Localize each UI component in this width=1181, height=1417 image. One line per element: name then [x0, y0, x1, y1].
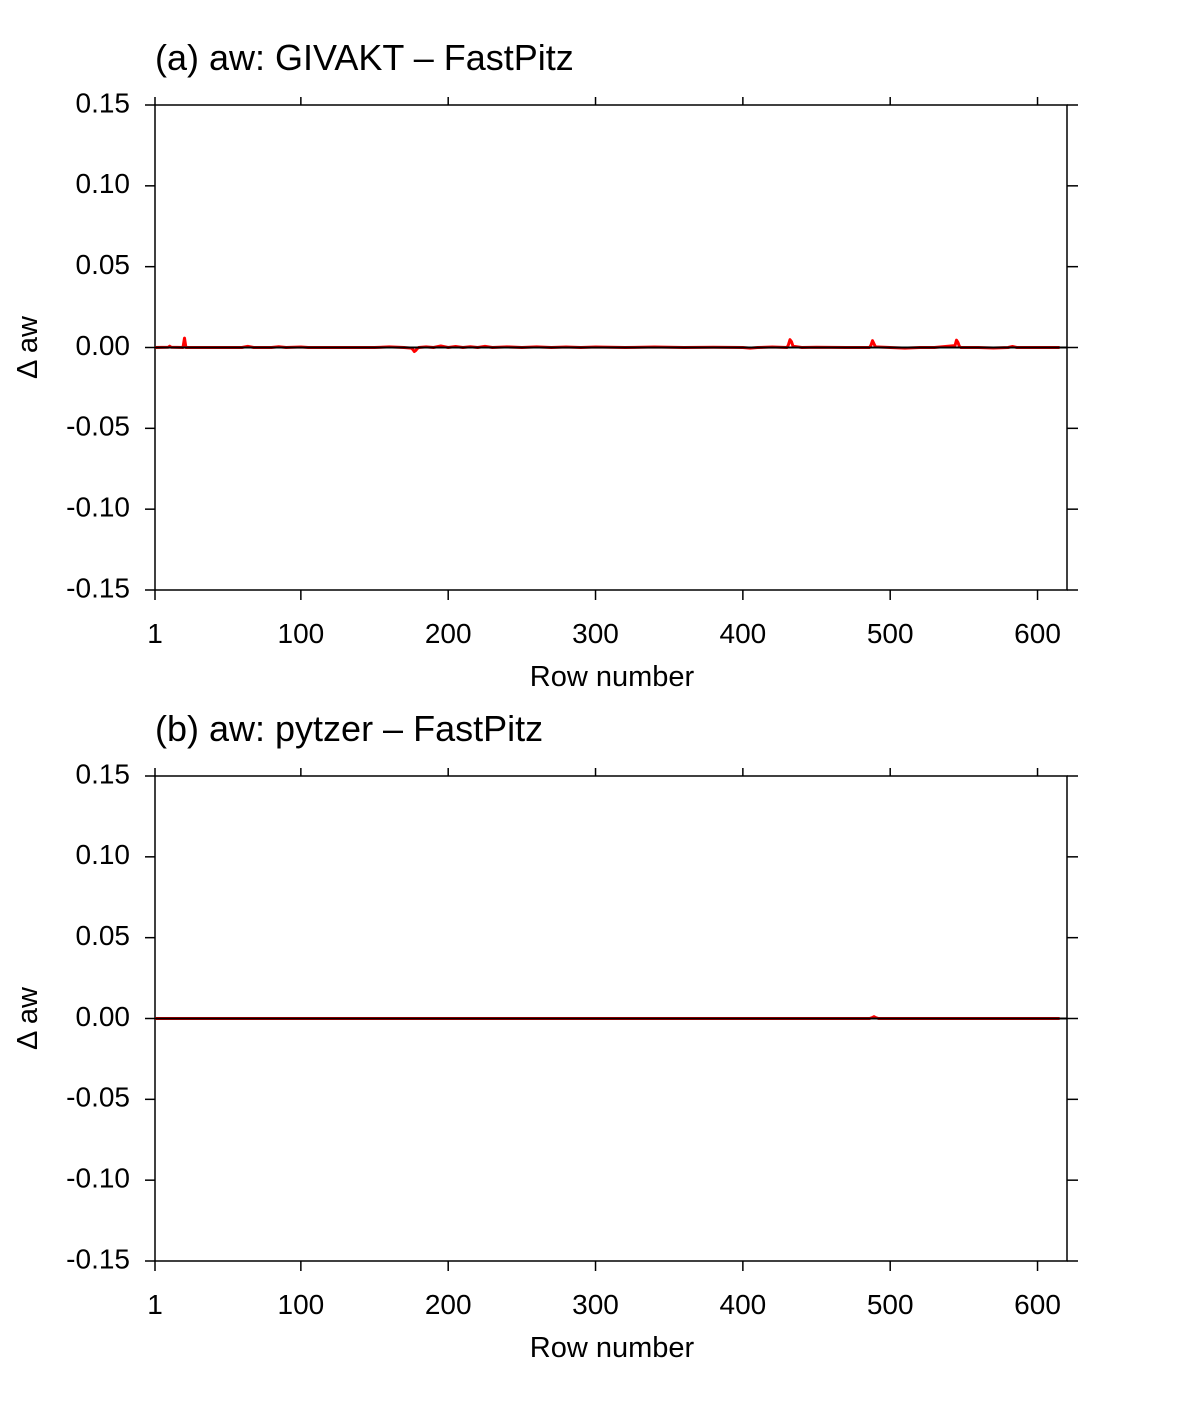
x-tick-label: 300 [572, 1289, 619, 1320]
x-tick-label: 1 [147, 1289, 163, 1320]
x-axis-label: Row number [530, 661, 695, 693]
y-tick-label: -0.05 [66, 1082, 130, 1113]
y-tick-label: -0.10 [66, 492, 130, 523]
y-axis-label: Δ aw [12, 986, 44, 1050]
y-tick-label: 0.10 [76, 168, 131, 199]
x-tick-label: 400 [720, 1289, 767, 1320]
x-tick-label: 500 [867, 1289, 914, 1320]
y-tick-label: 0.15 [76, 87, 131, 118]
chart-title: (a) aw: GIVAKT – FastPitz [155, 37, 574, 78]
y-tick-label: 0.05 [76, 249, 131, 280]
y-tick-label: 0.05 [76, 920, 131, 951]
y-axis-label: Δ aw [12, 315, 44, 379]
plot-area: 0.15 0.10 0.05 0.00 -0.05 -0.10 -0.15 1 100 200 30… [12, 758, 1078, 1364]
y-tick-label: -0.05 [66, 411, 130, 442]
plot-area: 0.15 0.10 0.05 0.00 -0.05 -0.10 -0.15 1 100 200 30… [12, 87, 1078, 693]
x-tick-label: 100 [278, 1289, 325, 1320]
y-tick-label: 0.10 [76, 839, 131, 870]
x-tick-label: 600 [1014, 618, 1061, 649]
y-tick-label: -0.10 [66, 1163, 130, 1194]
chart-panel-a: (a) aw: GIVAKT – FastPitz 0.15 0.10 0.05 0.… [0, 0, 1181, 693]
x-tick-label: 300 [572, 618, 619, 649]
chart-title: (b) aw: pytzer – FastPitz [155, 708, 544, 749]
delta-aw-series-line [154, 336, 1060, 353]
x-tick-label: 600 [1014, 1289, 1061, 1320]
y-tick-label: 0.15 [76, 758, 131, 789]
x-tick-label: 200 [425, 1289, 472, 1320]
x-tick-label: 400 [720, 618, 767, 649]
x-tick-label: 1 [147, 618, 163, 649]
x-tick-label: 200 [425, 618, 472, 649]
y-tick-label: -0.15 [66, 1243, 130, 1274]
x-tick-label: 500 [867, 618, 914, 649]
x-tick-label: 100 [278, 618, 325, 649]
y-tick-label: -0.15 [66, 572, 130, 603]
y-tick-label: 0.00 [76, 330, 131, 361]
chart-panel-b: (b) aw: pytzer – FastPitz 0.15 0.10 0.05 0.… [0, 671, 1181, 1364]
y-tick-label: 0.00 [76, 1001, 131, 1032]
x-axis-label: Row number [530, 1332, 695, 1364]
